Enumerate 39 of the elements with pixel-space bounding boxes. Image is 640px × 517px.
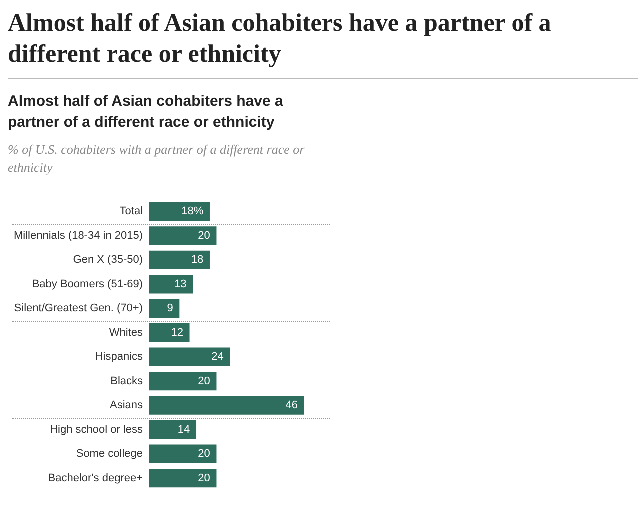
bar bbox=[149, 226, 217, 246]
text: % of U.S. cohabiters with a partner of a different race or ethnicity bbox=[8, 141, 306, 177]
y-tick-label: Hispanics bbox=[95, 351, 144, 364]
bar bbox=[149, 468, 217, 488]
bar bbox=[149, 324, 190, 342]
y-tick-label: Some college bbox=[76, 448, 144, 460]
data-label: 20 bbox=[198, 230, 210, 242]
chart-title: Almost half of Asian cohabiters have a partner of a different race or ethnicity bbox=[8, 8, 638, 79]
data-label: 24 bbox=[212, 351, 224, 364]
y-tick-label: Total bbox=[120, 206, 144, 218]
bar bbox=[149, 348, 230, 366]
y-tick-label: Millennials (18-34 in 2015) bbox=[14, 230, 144, 242]
data-label: 12 bbox=[171, 326, 184, 339]
data-label: 18 bbox=[191, 254, 204, 266]
data-label: 18% bbox=[182, 206, 204, 218]
data-label: 9 bbox=[167, 302, 174, 315]
y-tick-label: Baby Boomers (51-69) bbox=[32, 278, 144, 290]
y-tick-label: Bachelor's degree+ bbox=[48, 472, 144, 484]
bar bbox=[149, 444, 217, 464]
bar bbox=[149, 275, 194, 294]
y-tick-label: Whites bbox=[109, 326, 144, 339]
data-label: 20 bbox=[198, 472, 210, 484]
bar bbox=[149, 372, 217, 391]
chart-subtitle: Almost half of Asian cohabiters have a partner of a different race or ethnicity bbox=[8, 92, 284, 133]
bar bbox=[149, 420, 197, 440]
y-tick-label: Silent/Greatest Gen. (70+) bbox=[14, 302, 144, 315]
data-label: 14 bbox=[178, 424, 190, 436]
bar bbox=[149, 396, 304, 415]
y-tick-label: High school or less bbox=[50, 424, 144, 436]
y-tick-label: Asians bbox=[110, 400, 144, 412]
data-label: 13 bbox=[174, 278, 187, 290]
data-label: 46 bbox=[286, 400, 298, 412]
y-tick-label: Gen X (35-50) bbox=[73, 254, 144, 266]
y-tick-label: Blacks bbox=[110, 375, 144, 388]
bar bbox=[149, 250, 210, 270]
bar bbox=[149, 202, 210, 222]
bar bbox=[149, 299, 180, 318]
data-label: 20 bbox=[198, 448, 210, 460]
data-label: 20 bbox=[198, 375, 210, 388]
